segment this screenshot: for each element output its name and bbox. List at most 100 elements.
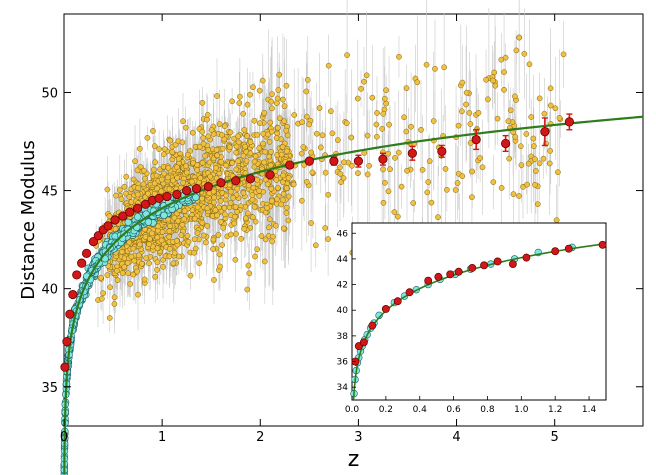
quasar-point bbox=[291, 112, 298, 118]
quasar-point bbox=[322, 169, 329, 176]
quasar-point bbox=[234, 208, 240, 215]
quasar-point bbox=[528, 114, 535, 120]
quasar-point bbox=[276, 71, 283, 78]
quasar-point bbox=[217, 198, 224, 204]
quasar-point bbox=[164, 174, 171, 181]
quasar-point bbox=[185, 238, 192, 245]
inset-binned-point bbox=[564, 244, 573, 253]
inset-y-tick-label: 42 bbox=[337, 281, 348, 291]
quasar-point bbox=[428, 199, 435, 206]
quasar-point bbox=[134, 167, 141, 174]
quasar-point bbox=[268, 148, 274, 155]
quasar-point bbox=[211, 194, 218, 201]
quasar-point bbox=[210, 246, 216, 252]
quasar-point bbox=[334, 137, 341, 143]
quasar-point bbox=[199, 128, 206, 135]
quasar-point bbox=[237, 93, 243, 100]
quasar-point bbox=[269, 105, 275, 112]
inset-x-tick-label: 0.2 bbox=[379, 405, 393, 415]
quasar-point bbox=[216, 251, 223, 258]
quasar-point bbox=[541, 110, 548, 117]
inset-y-tick-label: 36 bbox=[337, 358, 349, 368]
quasar-point bbox=[540, 155, 547, 162]
quasar-point bbox=[553, 217, 560, 224]
quasar-point bbox=[252, 253, 258, 260]
quasar-point bbox=[459, 108, 465, 115]
quasar-point bbox=[179, 139, 186, 146]
quasar-point bbox=[247, 139, 254, 145]
quasar-point bbox=[135, 252, 142, 259]
quasar-point bbox=[182, 124, 189, 131]
quasar-point bbox=[150, 166, 157, 173]
quasar-point bbox=[200, 232, 207, 239]
quasar-point bbox=[243, 158, 250, 164]
quasar-point bbox=[121, 264, 128, 270]
quasar-point bbox=[442, 166, 449, 172]
binned-point bbox=[353, 156, 364, 166]
quasar-point bbox=[459, 79, 466, 86]
quasar-point bbox=[178, 232, 185, 238]
quasar-point bbox=[459, 173, 466, 180]
quasar-point bbox=[266, 224, 272, 231]
quasar-point bbox=[256, 145, 263, 152]
inset-binned-point bbox=[551, 247, 560, 256]
quasar-point bbox=[269, 233, 276, 240]
quasar-point bbox=[532, 156, 538, 162]
quasar-point bbox=[171, 249, 178, 256]
quasar-point bbox=[379, 125, 386, 132]
quasar-point bbox=[218, 158, 225, 165]
binned-point bbox=[60, 362, 70, 372]
quasar-point bbox=[160, 151, 167, 158]
quasar-point bbox=[214, 152, 221, 159]
quasar-point bbox=[283, 185, 290, 192]
quasar-point bbox=[123, 173, 130, 180]
quasar-point bbox=[210, 236, 217, 243]
quasar-point bbox=[99, 295, 105, 302]
binned-point bbox=[378, 154, 388, 164]
quasar-point bbox=[432, 65, 438, 72]
quasar-point bbox=[369, 94, 376, 101]
model-curve bbox=[63, 115, 644, 475]
quasar-point bbox=[261, 109, 268, 116]
quasar-point bbox=[425, 179, 432, 185]
quasar-point bbox=[547, 85, 554, 92]
main-y-ticks: 35 40 45 50 bbox=[41, 86, 643, 396]
quasar-point bbox=[166, 246, 173, 252]
quasar-point bbox=[254, 132, 261, 138]
quasar-point bbox=[274, 185, 281, 191]
quasar-point bbox=[258, 233, 265, 239]
inset-x-tick-label: 1.4 bbox=[582, 405, 597, 415]
quasar-point bbox=[166, 253, 173, 260]
inset-binned-point bbox=[454, 267, 463, 276]
quasar-point bbox=[235, 133, 241, 140]
inset-x-tick-label: 0.8 bbox=[480, 405, 495, 415]
quasar-point bbox=[547, 102, 554, 109]
quasar-point bbox=[385, 188, 392, 195]
quasar-point bbox=[200, 135, 207, 141]
supernova-point bbox=[144, 218, 153, 226]
quasar-point bbox=[273, 177, 280, 183]
quasar-point bbox=[250, 84, 256, 91]
quasar-point bbox=[490, 179, 497, 185]
quasar-point bbox=[555, 169, 561, 176]
inset-binned-point bbox=[393, 297, 402, 306]
quasar-point bbox=[300, 144, 307, 150]
y-tick-label: 50 bbox=[41, 86, 58, 101]
quasar-point bbox=[463, 101, 469, 108]
inset-binned-point bbox=[598, 240, 607, 249]
quasar-point bbox=[380, 166, 386, 173]
quasar-point bbox=[516, 34, 523, 41]
quasar-point bbox=[194, 162, 201, 168]
quasar-point bbox=[204, 205, 211, 212]
x-tick-label: 1 bbox=[158, 430, 166, 445]
quasar-point bbox=[216, 121, 223, 127]
quasar-point bbox=[308, 220, 314, 226]
quasar-point bbox=[262, 236, 269, 243]
quasar-point bbox=[242, 143, 248, 150]
quasar-point bbox=[169, 149, 176, 155]
quasar-point bbox=[469, 168, 476, 175]
quasar-point bbox=[266, 139, 273, 145]
quasar-point bbox=[140, 167, 147, 174]
quasar-point bbox=[113, 192, 119, 199]
quasar-point bbox=[199, 159, 206, 166]
